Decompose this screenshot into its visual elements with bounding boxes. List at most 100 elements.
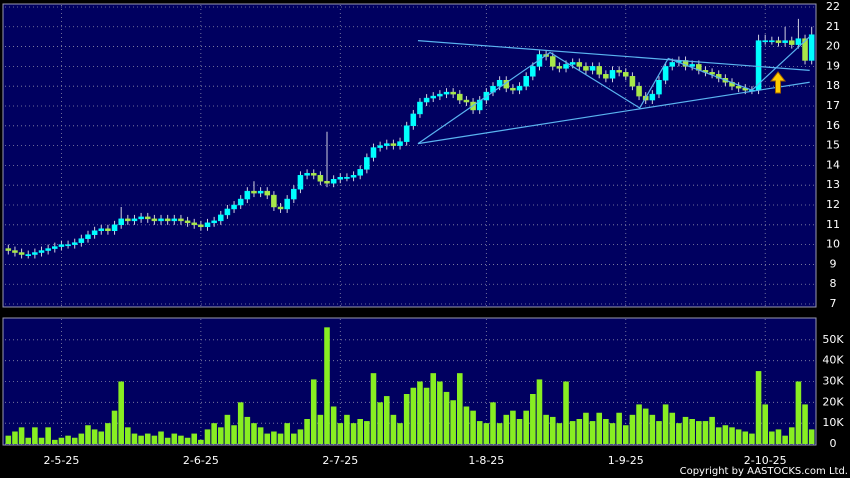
candle-body [85, 234, 91, 239]
volume-bar [131, 433, 138, 444]
volume-bar [496, 423, 503, 444]
candle-body [589, 66, 596, 71]
volume-bar [397, 423, 403, 444]
volume-bar [390, 414, 397, 444]
volume-bar [450, 400, 456, 444]
volume-bar [762, 404, 768, 444]
volume-bar [656, 421, 662, 444]
candle-body [291, 188, 297, 200]
volume-bar [715, 427, 722, 444]
y-tick-label: 9 [830, 257, 837, 270]
candle-body [417, 101, 423, 115]
candle-body [184, 220, 191, 224]
candle-body [357, 169, 363, 176]
candle-body [656, 80, 662, 95]
x-tick-label: 2-6-25 [183, 454, 219, 467]
volume-bar [616, 412, 622, 444]
volume-bar [802, 404, 808, 444]
y-tick-label: 17 [826, 99, 840, 112]
volume-bar [171, 433, 178, 444]
y-tick-label: 15 [826, 139, 840, 152]
candle-body [158, 218, 164, 222]
candle-body [324, 180, 330, 184]
volume-bar [443, 391, 450, 444]
candle-body [523, 76, 529, 87]
candle-body [782, 40, 788, 43]
volume-bar [808, 429, 815, 444]
volume-bar [32, 427, 38, 444]
candle-body [556, 66, 563, 69]
volume-bar [476, 421, 483, 444]
candle-body [32, 252, 38, 255]
volume-bar [244, 416, 251, 444]
candle-body [18, 252, 25, 255]
volume-bar [549, 416, 556, 444]
trendline [417, 40, 810, 71]
candle-body [138, 216, 144, 220]
volume-bar [264, 433, 271, 444]
volume-bar [689, 419, 695, 444]
candle-body [364, 157, 370, 170]
candle-body [530, 66, 536, 77]
candle-body [510, 87, 516, 91]
candle-body [583, 66, 589, 71]
volume-bar [437, 381, 443, 444]
volume-bar [536, 379, 543, 444]
candle-body [689, 64, 695, 67]
y-tick-label: 8 [830, 277, 837, 290]
volume-bar [629, 414, 636, 444]
volume-bar [649, 414, 656, 444]
y-tick-label: 7 [830, 297, 837, 310]
x-tick-label: 1-8-25 [468, 454, 504, 467]
candle-body [390, 143, 397, 146]
candle-body [576, 62, 583, 67]
copyright: Copyright by AASTOCKS.com Ltd. [680, 466, 848, 477]
candle-body [403, 125, 410, 142]
candle-body [457, 93, 463, 101]
candle-body [330, 179, 337, 184]
candle-body [496, 80, 503, 87]
candle-body [450, 91, 456, 95]
candle-body [277, 206, 284, 210]
y-tick-label: 10 [826, 238, 840, 251]
volume-bar [530, 394, 536, 444]
volume-bar [98, 431, 105, 444]
candle-body [337, 177, 344, 180]
volume-tick-label: 10K [822, 416, 844, 429]
volume-bar [622, 425, 629, 444]
candle-body [735, 85, 742, 89]
volume-bar [65, 435, 71, 444]
trendline [417, 36, 811, 145]
volume-bar [251, 423, 257, 444]
candle-body [516, 85, 523, 91]
candle-body [171, 218, 178, 222]
volume-bar [330, 406, 337, 444]
trendline [417, 81, 810, 145]
candle-body [609, 70, 616, 79]
volume-tick-label: 0 [830, 437, 837, 450]
candle-body [762, 40, 768, 43]
volume-bar [563, 381, 569, 444]
candle-body [437, 93, 443, 97]
volume-bar [463, 406, 470, 444]
y-tick-label: 12 [826, 198, 840, 211]
x-tick-label: 2-5-25 [43, 454, 79, 467]
x-tick-label: 2-7-25 [322, 454, 358, 467]
candle-body [549, 56, 556, 67]
volume-tick-label: 50K [822, 333, 844, 346]
volume-bar [204, 429, 211, 444]
candle-body [131, 218, 138, 222]
candle-body [629, 76, 636, 87]
volume-bar [722, 425, 729, 444]
candle-body [118, 218, 124, 226]
y-tick-label: 18 [826, 79, 840, 92]
candle-body [662, 66, 669, 81]
candle-body [443, 91, 450, 95]
candle-body [769, 40, 775, 43]
candle-body [164, 218, 171, 222]
volume-bar [310, 379, 317, 444]
volume-bar [742, 431, 749, 444]
candle-body [111, 224, 118, 231]
volume-bar [224, 414, 231, 444]
volume-bar [589, 421, 596, 444]
